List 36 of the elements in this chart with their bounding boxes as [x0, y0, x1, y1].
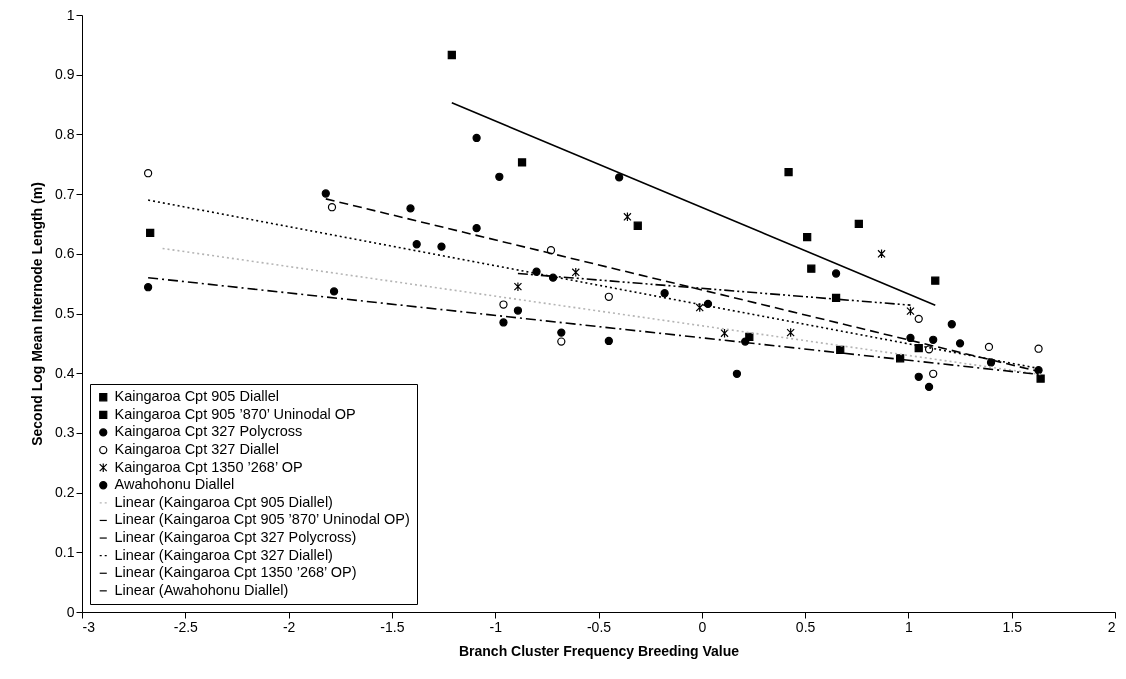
legend-label: Kaingaroa Cpt 905 ’870’ Uninodal OP — [114, 405, 356, 422]
legend-label: Linear (Kaingaroa Cpt 327 Diallel) — [114, 546, 333, 563]
y-tick-label: 0.5 — [55, 305, 75, 321]
x-tick-label: 2 — [1107, 618, 1116, 635]
y-axis-title: Second Log Mean Internode Length (m) — [29, 182, 46, 446]
x-tick-label: 0 — [698, 618, 707, 635]
y-tick-label: 0.7 — [55, 185, 75, 202]
x-tick-label: -2 — [282, 618, 296, 635]
y-tick-label: 0.9 — [55, 66, 75, 83]
x-tick-label: -1 — [489, 618, 503, 635]
x-tick-label: -3 — [82, 618, 96, 635]
legend-label: Linear (Kaingaroa Cpt 905 ’870’ Uninodal OP) — [114, 511, 410, 528]
x-tick-label: -0.5 — [586, 618, 612, 635]
legend-label: Kaingaroa Cpt 905 Diallel — [114, 388, 279, 405]
x-tick-label: 1 — [905, 618, 913, 635]
y-tick-label: 0.8 — [55, 125, 75, 142]
y-tick-label: 0 — [66, 603, 75, 620]
x-axis-title: Branch Cluster Frequency Breeding Value — [458, 642, 740, 659]
x-tick-label: -2.5 — [173, 618, 199, 635]
legend-label: Linear (Kaingaroa Cpt 1350 ’268’ OP) — [114, 564, 357, 581]
legend-label: Awahohonu Diallel — [114, 476, 235, 493]
legend-label: Kaingaroa Cpt 327 Diallel — [114, 441, 279, 458]
y-tick-label: 0.2 — [55, 484, 75, 501]
y-tick-label: 0.4 — [55, 364, 75, 381]
x-tick-label: -1.5 — [380, 618, 405, 635]
legend-label: Linear (Kaingaroa Cpt 327 Polycross) — [114, 529, 357, 546]
x-tick-label: 1.5 — [1002, 618, 1023, 635]
y-tick-label: 0.1 — [55, 543, 75, 560]
y-tick-label: 0.6 — [55, 245, 75, 262]
y-tick-label: 0.3 — [55, 424, 75, 441]
y-tick-label: 1 — [66, 6, 75, 23]
legend-label: Linear (Awahohonu Diallel) — [114, 581, 289, 598]
legend-label: Kaingaroa Cpt 327 Polycross — [114, 423, 303, 440]
legend-label: Kaingaroa Cpt 1350 ’268’ OP — [114, 458, 303, 475]
x-tick-label: 0.5 — [795, 618, 816, 635]
legend-label: Linear (Kaingaroa Cpt 905 Diallel) — [114, 493, 333, 510]
